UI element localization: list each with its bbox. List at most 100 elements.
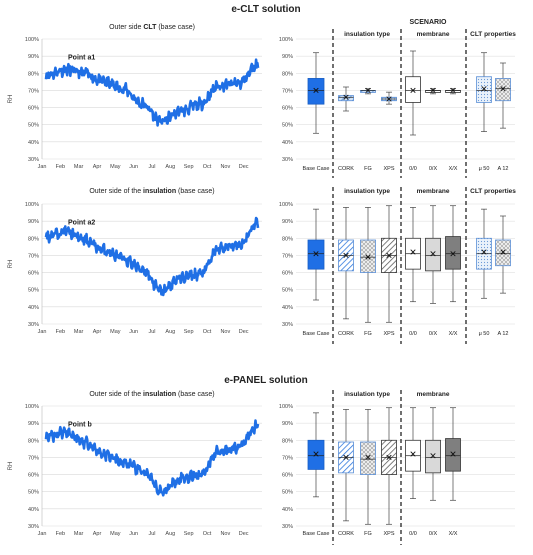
y-tick-label: 90% <box>282 421 293 427</box>
y-tick-label: 100% <box>279 37 293 43</box>
y-tick-label: 30% <box>282 157 293 163</box>
y-tick-label: 100% <box>25 202 39 208</box>
category-label: XPS <box>383 331 394 337</box>
y-tick-label: 80% <box>282 438 293 444</box>
mean-marker <box>386 454 392 461</box>
box-cork <box>338 86 354 112</box>
line-chart-2: Outer side of the insulation (base case)… <box>8 188 262 335</box>
y-tick-label: 50% <box>282 490 293 496</box>
y-tick-label: 40% <box>28 305 39 311</box>
x-tick-label: Sep <box>184 531 194 537</box>
scenario-heading: SCENARIO <box>410 19 448 26</box>
rh-series-line <box>44 419 260 497</box>
x-tick-label: Sep <box>184 164 194 170</box>
category-label: μ 50 <box>479 331 490 337</box>
box-0x <box>425 205 441 304</box>
iqr-box <box>425 237 441 272</box>
y-tick-label: 80% <box>282 236 293 242</box>
line-chart-title-pre: Outer side of the <box>89 391 143 398</box>
box-cork <box>338 409 354 522</box>
line-chart-title-bold: insulation <box>143 188 176 195</box>
mean-marker <box>481 249 487 255</box>
line-chart-title-bold: insulation <box>143 391 176 398</box>
mean-marker <box>386 252 392 259</box>
category-label: X/X <box>449 166 458 172</box>
rh-series-line <box>44 58 260 127</box>
mean-marker <box>430 87 436 94</box>
point-label: Point a2 <box>68 220 95 227</box>
group-header-clt: CLT properties <box>470 188 516 195</box>
category-label: 0/X <box>429 331 438 337</box>
x-tick-label: Feb <box>56 164 65 170</box>
box-basecase <box>307 52 325 134</box>
y-tick-label: 60% <box>28 473 39 479</box>
y-tick-label: 60% <box>282 271 293 277</box>
box-xps <box>381 205 397 323</box>
y-tick-label: 100% <box>279 202 293 208</box>
iqr-box <box>445 438 461 472</box>
box-xps <box>381 91 397 105</box>
category-label: XPS <box>383 531 394 537</box>
x-tick-label: Jun <box>129 531 138 537</box>
category-label: CORK <box>338 166 354 172</box>
category-label: 0/0 <box>409 531 417 537</box>
y-axis-label: RH <box>8 95 14 104</box>
x-tick-label: Jun <box>129 329 138 335</box>
line-chart-title: Outer side of the insulation (base case) <box>89 391 214 398</box>
y-tick-label: 90% <box>28 54 39 60</box>
y-tick-label: 30% <box>282 524 293 530</box>
x-tick-label: May <box>110 531 121 537</box>
box-cork <box>338 207 354 320</box>
category-label: Base Case <box>303 531 330 537</box>
category-label: 0/X <box>429 531 438 537</box>
category-label: Base Case <box>303 166 330 172</box>
mean-marker <box>313 87 319 94</box>
point-label: Point b <box>68 422 92 429</box>
box-fg <box>360 207 376 323</box>
mean-marker <box>500 86 506 92</box>
x-tick-label: Dec <box>239 531 249 537</box>
y-tick-label: 80% <box>282 71 293 77</box>
iqr-box <box>476 76 492 103</box>
mean-marker <box>343 94 349 100</box>
line-chart-title-pre: Outer side <box>109 24 143 31</box>
iqr-box <box>307 439 325 470</box>
x-tick-label: Nov <box>220 329 230 335</box>
y-axis-label: RH <box>8 260 14 269</box>
box-00 <box>405 207 421 303</box>
iqr-box <box>307 239 325 270</box>
category-label: CORK <box>338 531 354 537</box>
line-chart-title-bold: CLT <box>143 24 157 31</box>
iqr-box <box>445 236 461 270</box>
x-tick-label: Feb <box>56 531 65 537</box>
box-00 <box>405 50 421 136</box>
mean-marker <box>450 251 456 257</box>
mean-marker <box>430 453 436 459</box>
box-a12 <box>495 215 511 294</box>
y-tick-label: 40% <box>282 140 293 146</box>
mean-marker <box>481 86 487 92</box>
group-header-membrane: membrane <box>417 31 450 38</box>
x-tick-label: Aug <box>165 329 175 335</box>
box-a12 <box>495 62 511 129</box>
x-tick-label: Jan <box>38 164 47 170</box>
x-tick-label: Feb <box>56 329 65 335</box>
box-50 <box>476 208 492 299</box>
y-tick-label: 80% <box>28 236 39 242</box>
category-label: XPS <box>383 166 394 172</box>
x-tick-label: Sep <box>184 329 194 335</box>
x-tick-label: Aug <box>165 531 175 537</box>
y-tick-label: 50% <box>28 490 39 496</box>
x-tick-label: Oct <box>203 164 212 170</box>
y-tick-label: 70% <box>28 88 39 94</box>
y-tick-label: 100% <box>25 404 39 410</box>
x-tick-label: Jan <box>38 531 47 537</box>
y-tick-label: 90% <box>28 219 39 225</box>
y-tick-label: 50% <box>28 288 39 294</box>
y-tick-label: 90% <box>28 421 39 427</box>
line-chart-title: Outer side of the insulation (base case) <box>89 188 214 195</box>
category-label: FG <box>364 531 372 537</box>
x-tick-label: Jul <box>148 164 155 170</box>
box-basecase <box>307 208 325 301</box>
